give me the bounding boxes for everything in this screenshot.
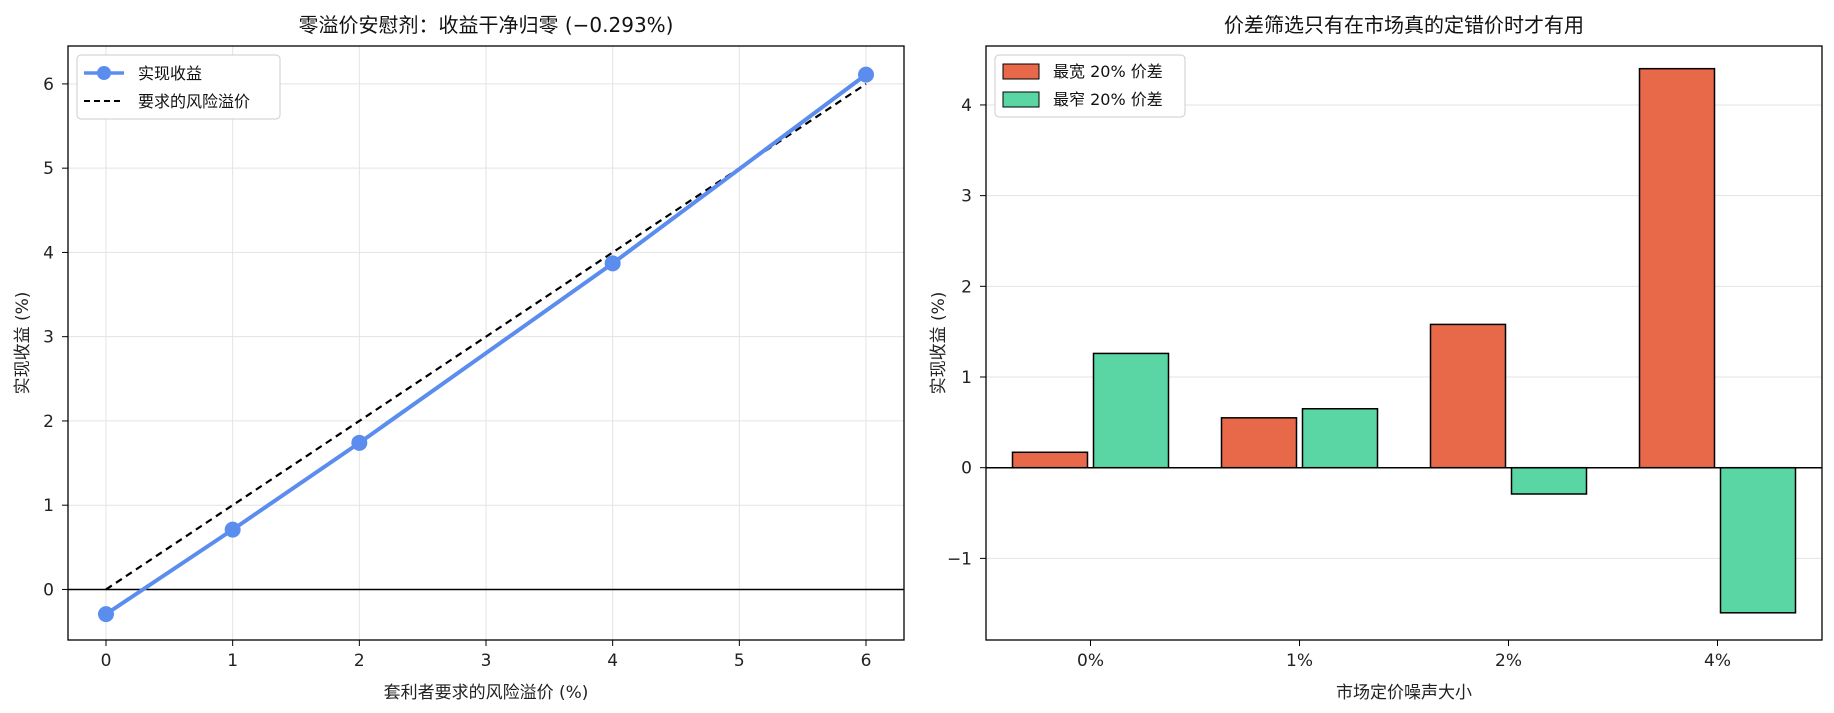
bar-narrowest-spread <box>1510 466 1588 495</box>
bar-narrowest-spread <box>1301 407 1379 469</box>
right-plot-frame <box>985 45 1823 641</box>
left-grid <box>68 46 904 640</box>
legend-swatch-widest <box>1002 63 1040 80</box>
left-x-tick-label: 1 <box>227 651 238 671</box>
bar-widest-spread <box>1011 451 1089 469</box>
left-y-tick-label: 6 <box>43 75 54 95</box>
left-x-tick-label: 6 <box>861 651 872 671</box>
right-y-tick-label: 3 <box>961 187 972 207</box>
left-y-tick-label: 3 <box>43 328 54 348</box>
left-y-tick-label: 5 <box>43 159 54 179</box>
right-y-axis-label: 实现收益 (%) <box>929 292 949 395</box>
bar-narrowest-spread <box>1092 352 1170 469</box>
right-x-tick-label: 0% <box>1077 651 1104 671</box>
right-y-tick-label: 1 <box>961 368 972 388</box>
left-x-tick-label: 0 <box>101 651 112 671</box>
bar-widest-spread <box>1638 67 1716 469</box>
left-x-tick-label: 3 <box>481 651 492 671</box>
right-y-tick-label: 4 <box>961 96 972 116</box>
left-chart-title: 零溢价安慰剂：收益干净归零 (−0.293%) <box>299 13 674 37</box>
data-point-realized-return <box>858 66 874 83</box>
legend-label-required: 要求的风险溢价 <box>138 92 250 111</box>
left-x-tick-label: 5 <box>734 651 745 671</box>
right-x-tick-label: 1% <box>1286 651 1313 671</box>
legend-marker-realized <box>97 66 111 80</box>
legend-label-narrowest: 最窄 20% 价差 <box>1053 90 1163 109</box>
left-chart-panel: 零溢价安慰剂：收益干净归零 (−0.293%) 套利者要求的风险溢价 (%) 实… <box>13 13 905 703</box>
left-y-tick-label: 4 <box>43 243 54 263</box>
legend-label-widest: 最宽 20% 价差 <box>1053 62 1163 81</box>
left-y-tick-label: 1 <box>43 496 54 516</box>
data-point-realized-return <box>604 255 621 272</box>
right-legend: 最宽 20% 价差 最窄 20% 价差 <box>994 54 1186 118</box>
bar-widest-spread <box>1429 323 1507 469</box>
left-x-tick-label: 2 <box>354 651 365 671</box>
left-y-axis-label: 实现收益 (%) <box>13 292 33 395</box>
left-x-axis-label: 套利者要求的风险溢价 (%) <box>384 683 589 703</box>
right-x-axis-label: 市场定价噪声大小 <box>1336 683 1472 703</box>
left-legend-box <box>76 54 281 120</box>
right-y-tick-label: 2 <box>961 277 972 297</box>
right-x-tick-label: 4% <box>1704 651 1731 671</box>
data-point-realized-return <box>351 434 368 451</box>
data-point-realized-return <box>98 606 114 623</box>
left-y-tick-label: 0 <box>43 580 54 600</box>
legend-label-realized: 实现收益 <box>138 64 202 83</box>
right-y-tick-label: 0 <box>961 459 972 479</box>
right-legend-box <box>994 54 1186 118</box>
data-point-realized-return <box>224 521 241 538</box>
left-legend: 实现收益 要求的风险溢价 <box>76 54 281 120</box>
right-chart-title: 价差筛选只有在市场真的定错价时才有用 <box>1224 13 1584 37</box>
right-x-tick-label: 2% <box>1495 651 1522 671</box>
left-x-tick-label: 4 <box>607 651 618 671</box>
right-chart-panel: 价差筛选只有在市场真的定错价时才有用 市场定价噪声大小 实现收益 (%) 最宽 … <box>929 13 1823 703</box>
left-y-tick-label: 2 <box>43 412 54 432</box>
bar-widest-spread <box>1220 417 1298 469</box>
legend-swatch-narrowest <box>1002 91 1040 108</box>
right-y-tick-label: −1 <box>947 549 972 569</box>
bar-narrowest-spread <box>1719 466 1797 614</box>
